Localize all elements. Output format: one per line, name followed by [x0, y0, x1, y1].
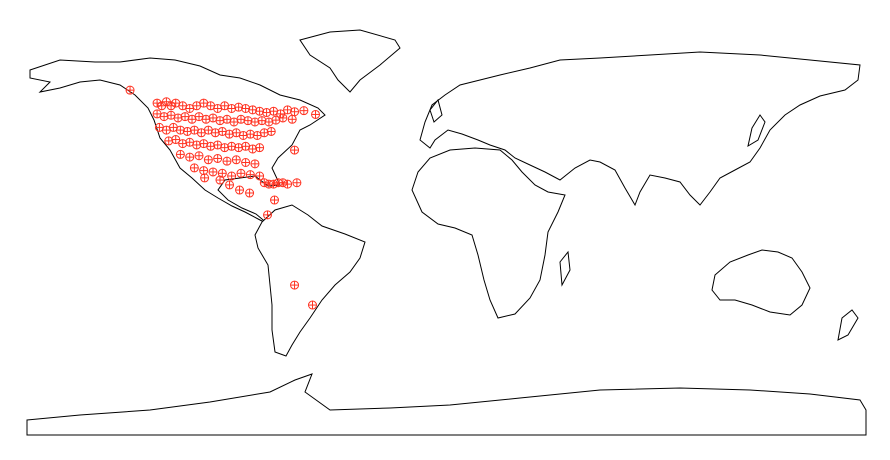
point-marker — [185, 152, 195, 162]
point-marker — [311, 109, 321, 119]
point-marker — [164, 136, 174, 146]
point-marker — [225, 180, 235, 190]
point-marker — [235, 185, 245, 195]
points-layer — [125, 85, 321, 310]
point-marker — [250, 159, 260, 169]
point-marker — [248, 105, 258, 115]
point-marker — [175, 125, 185, 135]
new-zealand — [837, 309, 859, 341]
point-marker — [236, 168, 246, 178]
point-marker — [206, 141, 216, 151]
point-marker — [264, 117, 274, 127]
north-america — [29, 57, 326, 225]
point-marker — [234, 143, 244, 153]
point-marker — [290, 280, 300, 290]
point-marker — [255, 143, 265, 153]
point-marker — [201, 114, 211, 124]
point-marker — [278, 113, 288, 123]
madagascar — [559, 250, 571, 287]
point-marker — [194, 151, 204, 161]
point-marker — [241, 158, 251, 167]
point-marker — [208, 167, 218, 177]
point-marker — [199, 166, 209, 176]
point-marker — [166, 101, 176, 111]
point-marker — [152, 98, 162, 108]
point-marker — [248, 144, 258, 154]
point-marker — [227, 104, 237, 113]
point-marker — [203, 125, 213, 135]
point-marker — [299, 106, 309, 116]
point-marker — [245, 129, 255, 139]
point-marker — [238, 131, 248, 140]
point-marker — [227, 171, 237, 181]
point-marker — [213, 153, 223, 163]
point-marker — [270, 195, 280, 205]
point-marker — [245, 170, 255, 180]
point-marker — [290, 145, 300, 155]
point-marker — [220, 143, 230, 153]
point-marker — [255, 106, 265, 116]
uk — [429, 98, 443, 123]
point-marker — [215, 175, 225, 185]
point-marker — [178, 139, 188, 149]
point-marker — [189, 163, 199, 173]
point-marker — [215, 116, 225, 126]
point-marker — [203, 155, 213, 165]
point-marker — [259, 178, 269, 188]
point-marker — [222, 156, 232, 166]
point-marker — [227, 141, 237, 151]
point-marker — [173, 113, 183, 123]
point-marker — [283, 179, 293, 189]
point-marker — [273, 178, 283, 188]
point-marker — [125, 85, 135, 95]
point-marker — [224, 129, 234, 139]
point-marker — [241, 104, 251, 113]
point-marker — [159, 112, 169, 122]
point-marker — [262, 108, 272, 118]
greenland — [299, 29, 401, 93]
point-marker — [234, 102, 244, 112]
point-marker — [264, 179, 274, 189]
eurasia — [419, 51, 861, 207]
point-marker — [307, 300, 317, 310]
point-marker — [271, 115, 281, 125]
point-marker — [200, 173, 210, 183]
point-marker — [263, 210, 273, 220]
point-marker — [217, 168, 227, 178]
point-marker — [290, 107, 300, 117]
point-marker — [266, 126, 276, 136]
point-marker — [250, 117, 260, 127]
point-marker — [210, 128, 220, 138]
point-marker — [192, 140, 202, 150]
south-america — [254, 204, 366, 357]
japan — [747, 114, 766, 148]
point-marker — [236, 114, 246, 124]
point-marker — [231, 155, 241, 165]
point-marker — [259, 128, 269, 138]
point-marker — [283, 105, 293, 115]
antarctica — [26, 373, 867, 436]
africa — [411, 147, 566, 319]
continents — [26, 29, 867, 436]
point-marker — [257, 116, 267, 126]
point-marker — [175, 149, 185, 159]
point-marker — [292, 178, 302, 188]
point-marker — [182, 126, 192, 136]
point-marker — [245, 188, 255, 198]
point-marker — [287, 114, 297, 124]
australia — [711, 249, 811, 316]
point-marker — [199, 139, 209, 149]
point-marker — [171, 135, 181, 145]
point-marker — [243, 116, 253, 126]
point-marker — [255, 171, 265, 181]
